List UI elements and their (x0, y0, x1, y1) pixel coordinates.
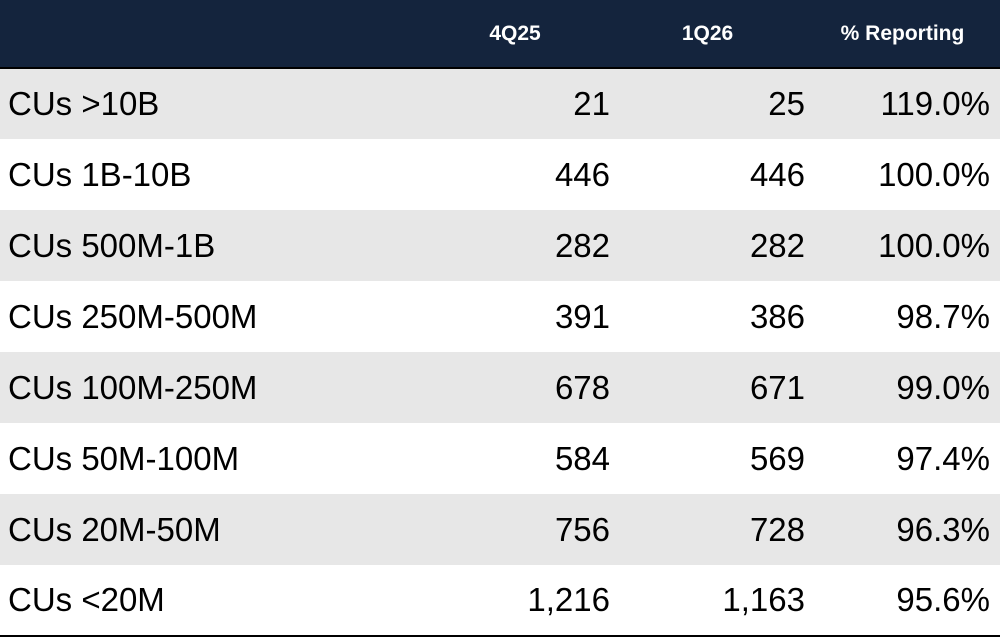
cell-pct-reporting: 95.6% (805, 565, 1000, 637)
table-row: CUs <20M 1,216 1,163 95.6% (0, 565, 1000, 637)
row-label: CUs 100M-250M (8, 368, 258, 406)
table-row: CUs 1B-10B 446 446 100.0% (0, 139, 1000, 210)
cell-pct-reporting: 100.0% (878, 226, 990, 264)
table-row: CUs 250M-500M 391 386 98.7% (0, 281, 1000, 352)
cell-1q26: 671 (749, 368, 805, 406)
cell-pct-reporting: 98.7% (896, 297, 990, 335)
cell-pct-reporting: 100.0% (878, 155, 990, 193)
cell-1q26: 1,163 (610, 565, 805, 637)
cell-4q25: 391 (554, 297, 610, 335)
cell-pct-reporting: 96.3% (896, 510, 990, 548)
cell-pct-reporting: 99.0% (896, 368, 990, 406)
cell-pct-reporting: 97.4% (896, 439, 990, 477)
row-label: CUs >10B (8, 85, 160, 122)
cell-1q26: 282 (749, 226, 805, 264)
header-row: 4Q25 1Q26 % Reporting (0, 0, 1000, 69)
row-label: CUs 20M-50M (8, 510, 221, 548)
cell-pct-reporting: 119.0% (880, 85, 990, 122)
table-row: CUs 20M-50M 756 728 96.3% (0, 494, 1000, 565)
table-row: CUs 100M-250M 678 671 99.0% (0, 352, 1000, 423)
row-label: CUs 1B-10B (8, 155, 192, 193)
table-header: 4Q25 1Q26 % Reporting (0, 0, 1000, 69)
header-4q25: 4Q25 (420, 0, 610, 69)
cell-1q26: 446 (749, 155, 805, 193)
row-label: CUs <20M (0, 565, 420, 637)
header-label-cell (0, 0, 420, 69)
cell-4q25: 1,216 (420, 565, 610, 637)
cell-4q25: 21 (573, 85, 610, 122)
row-label: CUs 500M-1B (8, 226, 216, 264)
cell-4q25: 678 (554, 368, 610, 406)
cell-4q25: 446 (554, 155, 610, 193)
header-pct-reporting: % Reporting (805, 0, 1000, 69)
cell-1q26: 25 (768, 85, 805, 122)
header-1q26: 1Q26 (610, 0, 805, 69)
table-row: CUs >10B 21 25 119.0% (0, 68, 1000, 139)
cell-4q25: 584 (554, 439, 610, 477)
cell-4q25: 282 (554, 226, 610, 264)
cell-1q26: 569 (749, 439, 805, 477)
table-row: CUs 50M-100M 584 569 97.4% (0, 423, 1000, 494)
table-body: CUs >10B 21 25 119.0% CUs 1B-10B 446 446… (0, 68, 1000, 637)
table-row: CUs 500M-1B 282 282 100.0% (0, 210, 1000, 281)
row-label: CUs 50M-100M (8, 439, 240, 477)
cell-4q25: 756 (554, 510, 610, 548)
cell-1q26: 728 (749, 510, 805, 548)
row-label: CUs 250M-500M (8, 297, 258, 335)
cell-1q26: 386 (749, 297, 805, 335)
